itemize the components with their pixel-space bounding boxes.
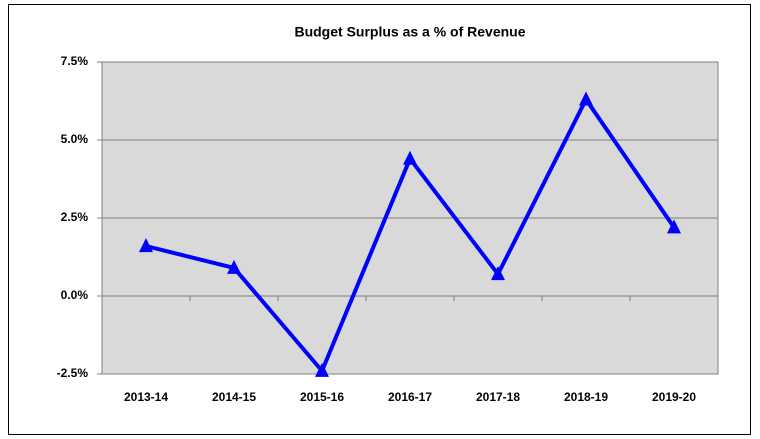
marker (139, 238, 153, 253)
y-tick-label: 0.0% (61, 288, 89, 302)
x-tick-label: 2014-15 (212, 390, 256, 404)
x-tick-label: 2017-18 (476, 390, 520, 404)
y-tick-label: 5.0% (61, 132, 89, 146)
marker (579, 91, 593, 106)
marker (315, 362, 329, 377)
marker (491, 266, 505, 281)
x-tick-label: 2016-17 (388, 390, 432, 404)
marker (667, 219, 681, 234)
x-tick-label: 2019-20 (652, 390, 696, 404)
y-tick-label: 2.5% (61, 210, 89, 224)
marker (403, 150, 417, 165)
x-tick-label: 2018-19 (564, 390, 608, 404)
x-tick-label: 2015-16 (300, 390, 344, 404)
y-tick-label: -2.5% (57, 366, 89, 380)
chart-title: Budget Surplus as a % of Revenue (294, 24, 525, 40)
x-tick-label: 2013-14 (124, 390, 168, 404)
marker (227, 259, 241, 274)
y-tick-label: 7.5% (61, 54, 89, 68)
